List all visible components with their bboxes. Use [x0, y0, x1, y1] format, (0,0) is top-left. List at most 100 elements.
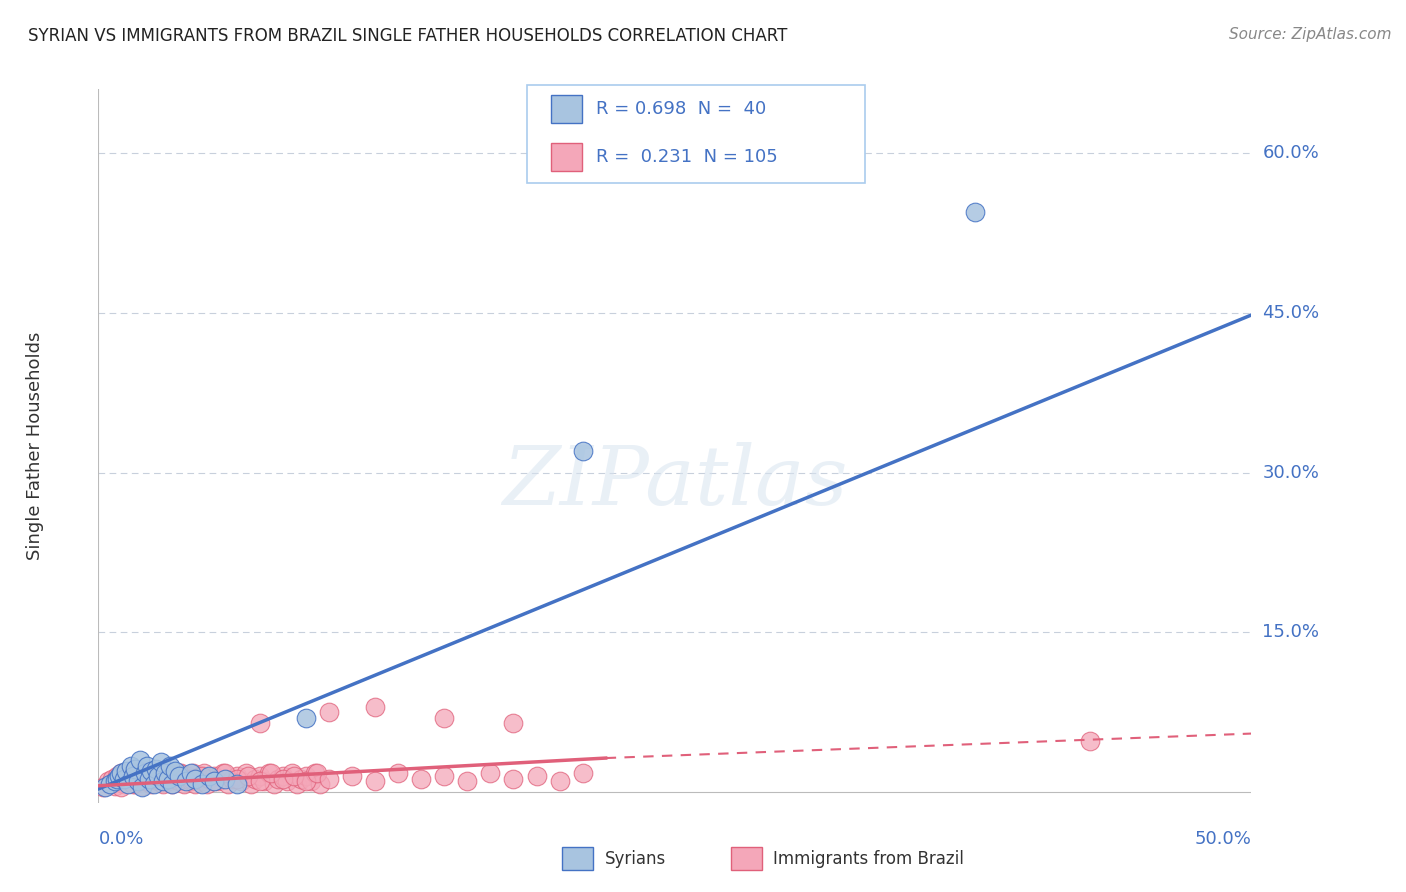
Point	[181, 766, 204, 780]
Point	[281, 766, 304, 780]
Point	[117, 769, 139, 783]
Point	[142, 769, 165, 783]
Point	[167, 774, 190, 789]
Point	[238, 769, 260, 783]
Point	[177, 769, 200, 783]
Point	[283, 769, 305, 783]
Point	[149, 756, 172, 770]
Point	[318, 706, 340, 720]
Point	[217, 777, 239, 791]
Point	[115, 772, 138, 787]
Point	[149, 772, 172, 787]
Text: 0.0%: 0.0%	[98, 830, 143, 848]
Point	[191, 777, 214, 791]
Point	[307, 766, 329, 780]
Point	[127, 772, 149, 787]
Point	[117, 777, 139, 791]
Point	[98, 777, 121, 791]
Point	[571, 444, 593, 458]
Point	[163, 772, 186, 787]
Point	[159, 758, 181, 772]
Text: R = 0.698  N =  40: R = 0.698 N = 40	[596, 100, 766, 118]
Point	[131, 779, 153, 793]
Point	[260, 766, 283, 780]
Point	[295, 769, 318, 783]
Point	[145, 772, 167, 787]
Point	[155, 769, 177, 783]
Point	[120, 758, 142, 772]
Point	[112, 777, 135, 791]
Point	[108, 774, 131, 789]
Point	[148, 774, 170, 789]
Point	[173, 777, 195, 791]
Point	[191, 769, 214, 783]
Text: R =  0.231  N = 105: R = 0.231 N = 105	[596, 148, 778, 166]
Point	[152, 777, 174, 791]
Point	[249, 769, 271, 783]
Point	[387, 766, 409, 780]
Point	[122, 777, 145, 791]
Point	[340, 769, 363, 783]
Point	[187, 772, 209, 787]
Point	[91, 780, 114, 794]
Point	[122, 766, 145, 780]
Text: 15.0%: 15.0%	[1263, 624, 1319, 641]
Point	[135, 758, 157, 772]
Point	[276, 774, 298, 789]
Point	[180, 774, 202, 789]
Point	[141, 764, 163, 778]
Point	[290, 772, 312, 787]
Point	[364, 774, 387, 789]
Point	[124, 777, 146, 791]
Text: 60.0%: 60.0%	[1263, 145, 1319, 162]
Point	[214, 772, 236, 787]
Point	[502, 772, 524, 787]
Text: Syrians: Syrians	[605, 850, 666, 868]
Point	[145, 766, 167, 780]
Point	[257, 766, 280, 780]
Point	[167, 766, 190, 780]
Point	[195, 777, 218, 791]
Point	[267, 772, 290, 787]
Point	[134, 774, 156, 789]
Point	[160, 777, 183, 791]
Point	[225, 769, 247, 783]
Point	[141, 777, 163, 791]
Point	[159, 766, 181, 780]
Point	[253, 774, 276, 789]
Point	[112, 772, 135, 787]
Text: 45.0%: 45.0%	[1263, 304, 1320, 322]
Point	[295, 774, 318, 789]
Point	[131, 780, 153, 794]
Point	[225, 772, 247, 787]
Point	[97, 774, 120, 789]
Text: Immigrants from Brazil: Immigrants from Brazil	[773, 850, 965, 868]
Point	[103, 774, 125, 789]
Point	[167, 769, 190, 783]
Point	[318, 772, 340, 787]
Point	[231, 774, 253, 789]
Point	[124, 762, 146, 776]
Point	[184, 777, 207, 791]
Point	[98, 777, 121, 791]
Point	[304, 766, 326, 780]
Point	[127, 774, 149, 789]
Point	[271, 769, 294, 783]
Point	[94, 780, 117, 794]
Point	[134, 766, 156, 780]
Point	[479, 766, 502, 780]
Point	[156, 772, 179, 787]
Point	[456, 774, 478, 789]
Point	[129, 764, 152, 778]
Point	[110, 780, 132, 794]
Point	[202, 774, 225, 789]
Point	[202, 769, 225, 783]
Point	[138, 772, 160, 787]
Point	[166, 769, 188, 783]
Point	[115, 764, 138, 778]
Point	[120, 774, 142, 789]
Point	[174, 772, 197, 787]
Point	[548, 774, 571, 789]
Point	[184, 772, 207, 787]
Point	[110, 766, 132, 780]
